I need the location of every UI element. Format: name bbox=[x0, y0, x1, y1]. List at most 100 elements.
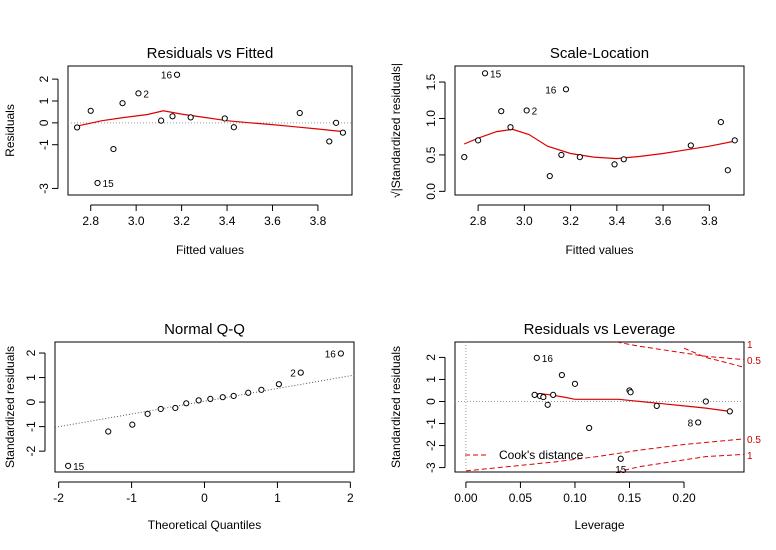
x-tick-label: -2 bbox=[53, 491, 64, 505]
data-point bbox=[135, 90, 142, 97]
data-point bbox=[533, 354, 540, 361]
data-point bbox=[296, 109, 303, 117]
y-tick-label: 0 bbox=[24, 398, 38, 405]
data-point bbox=[258, 386, 265, 393]
data-point bbox=[339, 129, 347, 136]
plot-area bbox=[55, 350, 354, 469]
point-label: 16 bbox=[325, 350, 337, 361]
smoother-line bbox=[76, 110, 343, 133]
x-axis-title: Fitted values bbox=[565, 243, 633, 257]
y-tick-label: -3 bbox=[424, 462, 438, 473]
data-point bbox=[169, 113, 176, 120]
data-point bbox=[576, 154, 583, 161]
data-point bbox=[173, 71, 181, 78]
data-point bbox=[617, 455, 624, 462]
plot-frame bbox=[67, 65, 353, 196]
data-point bbox=[702, 398, 709, 405]
data-point bbox=[558, 151, 565, 159]
chart-panel-normal-qq: Normal Q-Q -2 -1 0 1 2 -2 -1 0 1 2 Theoretical Quan… bbox=[3, 321, 355, 532]
data-point bbox=[481, 70, 489, 77]
plot-area bbox=[455, 342, 744, 472]
x-tick-label: 2 bbox=[347, 491, 354, 505]
point-label: 15 bbox=[490, 69, 502, 80]
data-point bbox=[110, 145, 117, 153]
data-point bbox=[562, 86, 570, 93]
data-point bbox=[571, 380, 579, 387]
data-point bbox=[129, 421, 136, 428]
y-tick-label: -2 bbox=[424, 440, 438, 451]
data-point bbox=[275, 381, 282, 388]
data-point bbox=[523, 107, 530, 114]
data-point bbox=[65, 462, 72, 469]
y-axis-title: Residuals bbox=[3, 104, 17, 157]
data-point bbox=[627, 389, 634, 396]
data-point bbox=[611, 161, 618, 168]
data-point bbox=[461, 154, 468, 161]
x-tick-label: 3.8 bbox=[701, 214, 718, 228]
data-point bbox=[507, 124, 514, 131]
data-point bbox=[620, 156, 627, 163]
plot-area bbox=[461, 70, 738, 180]
x-tick-label: 0.20 bbox=[672, 491, 696, 505]
data-point bbox=[724, 167, 731, 174]
data-point bbox=[326, 138, 333, 145]
data-point bbox=[297, 369, 304, 376]
chart-panel-resid-fitted: Residuals vs Fitted 2.8 3.0 3.2 3.4 3.6 3.8 -3 -… bbox=[3, 45, 353, 257]
point-label: 2 bbox=[532, 106, 538, 117]
x-tick-label: 3.4 bbox=[219, 214, 236, 228]
x-tick-label: 0 bbox=[201, 491, 208, 505]
y-tick-label: 2 bbox=[37, 75, 51, 82]
y-tick-label: 0 bbox=[424, 398, 438, 405]
data-point bbox=[157, 405, 164, 413]
point-label: 15 bbox=[103, 179, 115, 190]
smoother-line bbox=[463, 128, 735, 160]
plot-frame bbox=[454, 65, 745, 196]
cooks-contour-label: 1 bbox=[747, 451, 753, 462]
plot-area bbox=[68, 71, 352, 187]
y-tick-label: 1 bbox=[424, 376, 438, 383]
x-tick-label: 3.2 bbox=[562, 214, 579, 228]
x-tick-label: 0.10 bbox=[563, 491, 587, 505]
y-tick-label: 1.0 bbox=[424, 110, 438, 127]
chart-title: Normal Q-Q bbox=[164, 321, 245, 338]
point-label: 8 bbox=[688, 418, 694, 429]
data-point bbox=[687, 142, 694, 149]
point-label: 16 bbox=[542, 354, 554, 365]
y-tick-label: 2 bbox=[424, 354, 438, 361]
y-tick-label: 1 bbox=[37, 97, 51, 104]
data-point bbox=[531, 391, 538, 398]
data-point bbox=[183, 400, 190, 407]
data-point bbox=[144, 410, 151, 417]
chart-title: Residuals vs Fitted bbox=[147, 45, 274, 62]
plot-frame bbox=[454, 341, 745, 473]
y-axis-title: Standardized residuals bbox=[389, 346, 403, 468]
x-axis-title: Leverage bbox=[574, 518, 624, 532]
data-point bbox=[498, 108, 505, 115]
x-tick-label: 3.8 bbox=[310, 214, 327, 228]
x-tick-label: 2.8 bbox=[82, 214, 99, 228]
y-tick-label: 2 bbox=[24, 349, 38, 356]
data-point bbox=[245, 389, 252, 396]
data-point bbox=[586, 424, 593, 432]
data-point bbox=[207, 395, 214, 403]
data-point bbox=[105, 428, 112, 435]
x-tick-label: 3.6 bbox=[264, 214, 281, 228]
point-label: 16 bbox=[161, 71, 173, 82]
point-label: 2 bbox=[143, 89, 149, 100]
data-point bbox=[195, 397, 202, 404]
point-label: 15 bbox=[615, 465, 627, 476]
x-tick-label: 0.05 bbox=[509, 491, 533, 505]
y-tick-label: -3 bbox=[37, 183, 51, 194]
data-point bbox=[172, 404, 179, 412]
plot-frame bbox=[54, 341, 355, 473]
cooks-distance-contour bbox=[465, 438, 744, 472]
point-label: 15 bbox=[73, 462, 85, 473]
data-point bbox=[475, 137, 482, 144]
x-tick-label: 3.0 bbox=[516, 214, 533, 228]
x-tick-label: 2.8 bbox=[470, 214, 487, 228]
data-point bbox=[550, 391, 557, 398]
cooks-distance-contour bbox=[683, 347, 744, 368]
y-tick-label: 1.5 bbox=[424, 73, 438, 90]
data-point bbox=[230, 124, 237, 131]
